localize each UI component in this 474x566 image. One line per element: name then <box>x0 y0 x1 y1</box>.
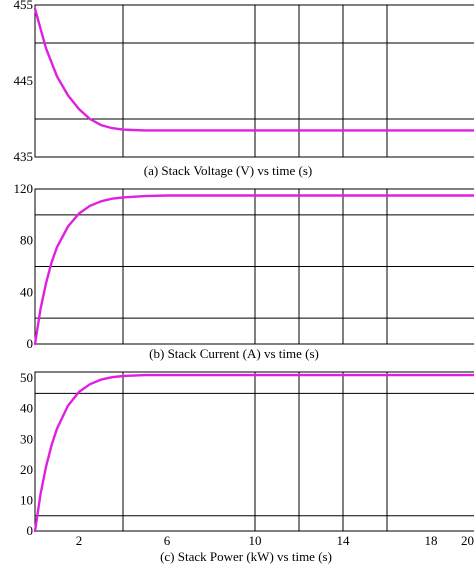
power-chart: 0 10 20 30 40 50 2 6 10 14 18 20 (c) Stack Power (… <box>20 370 474 564</box>
series-lines <box>33 373 474 533</box>
x-tick-labels: 2 6 10 14 18 20 <box>76 533 474 548</box>
x-tick-label: 6 <box>164 533 171 548</box>
x-tick-label: 10 <box>249 533 262 548</box>
power-chart-title: (c) Stack Power (kW) vs time (s) <box>160 549 332 564</box>
y-tick-label: 0 <box>27 336 34 351</box>
y-tick-label: 435 <box>14 149 34 164</box>
x-tick-label: 2 <box>76 533 83 548</box>
current-chart-title: (b) Stack Current (A) vs time (s) <box>149 346 319 361</box>
series-lines <box>33 194 474 346</box>
y-tick-label: 0 <box>27 523 34 538</box>
series-line <box>33 194 474 346</box>
y-tick-label: 50 <box>20 370 33 385</box>
current-chart: 0 40 80 120 (b) Stack Current (A) vs time (… <box>14 181 474 361</box>
y-tick-label: 40 <box>20 284 33 299</box>
y-tick-labels: 435 445 455 <box>14 0 34 164</box>
series-line <box>33 7 474 132</box>
y-tick-labels: 0 10 20 30 40 50 <box>20 370 33 538</box>
series-line <box>33 373 474 533</box>
y-tick-label: 445 <box>14 73 34 88</box>
y-tick-label: 10 <box>20 492 33 507</box>
gridlines <box>35 372 474 531</box>
y-tick-label: 80 <box>20 233 33 248</box>
x-tick-label: 20 <box>461 533 474 548</box>
gridlines <box>35 189 474 344</box>
y-tick-label: 30 <box>20 431 33 446</box>
gridlines <box>35 5 474 157</box>
y-tick-labels: 0 40 80 120 <box>14 181 34 351</box>
voltage-chart: 435 445 455 (a) Stack Voltage (V) vs time … <box>14 0 474 178</box>
series-lines <box>33 7 474 132</box>
y-tick-label: 455 <box>14 0 34 12</box>
x-tick-label: 14 <box>337 533 351 548</box>
voltage-chart-title: (a) Stack Voltage (V) vs time (s) <box>144 163 312 178</box>
y-tick-label: 40 <box>20 401 33 416</box>
y-tick-label: 120 <box>14 181 34 196</box>
x-tick-label: 18 <box>425 533 438 548</box>
y-tick-label: 20 <box>20 462 33 477</box>
